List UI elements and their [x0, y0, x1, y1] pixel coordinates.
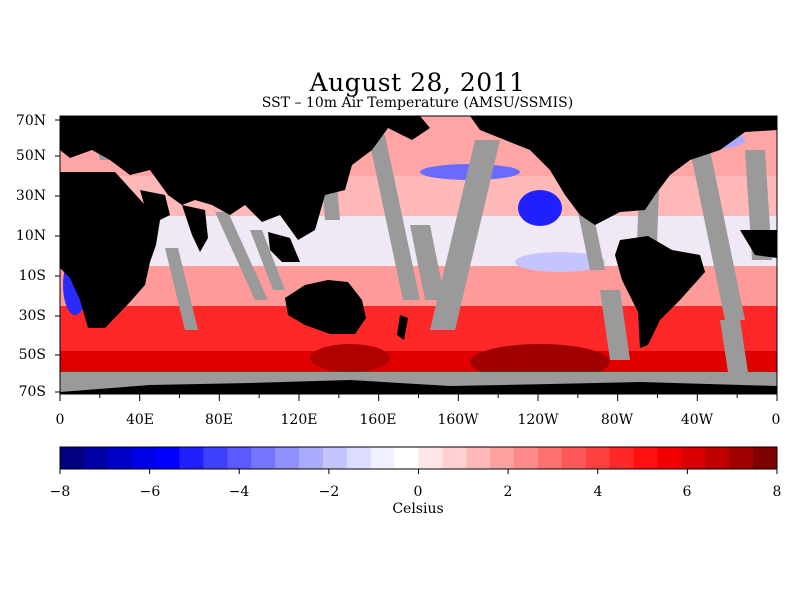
- colorbar-cell: [490, 447, 515, 469]
- lat-label-50s: 50S: [18, 347, 46, 363]
- cool-patch-pacific-ne: [518, 190, 562, 226]
- lon-label-120e: 120E: [280, 412, 318, 428]
- lat-label-30n: 30N: [15, 188, 46, 204]
- colorbar-cell: [585, 447, 611, 469]
- map-subtitle: SST – 10m Air Temperature (AMSU/SSMIS): [261, 95, 574, 111]
- colorbar-label-8: 8: [772, 484, 782, 500]
- land-west-africa-bulge: [740, 230, 777, 258]
- lon-label-40w: 40W: [680, 412, 714, 428]
- lon-label-0-right: 0: [771, 412, 781, 428]
- colorbar-label-4: 4: [593, 484, 603, 500]
- colorbar-cell: [681, 447, 706, 469]
- lon-label-160e: 160E: [359, 412, 397, 428]
- lat-label-70s: 70S: [18, 384, 46, 400]
- lat-label-10s: 10S: [18, 268, 46, 284]
- cool-patch-tropical-pacific: [515, 252, 605, 272]
- colorbar-label-neg6: −6: [139, 484, 161, 500]
- colorbar-cell: [394, 447, 419, 469]
- colorbar-label-neg2: −2: [318, 484, 340, 500]
- land-antarctica: [60, 380, 777, 394]
- no-data-swaths: [60, 120, 777, 394]
- lat-label-70n: 70N: [15, 113, 46, 129]
- colorbar-cell: [179, 447, 204, 469]
- lat-label-30s: 30S: [18, 308, 46, 324]
- colorbar-cell: [107, 447, 133, 469]
- land-india: [182, 205, 208, 252]
- colorbar-cell: [322, 447, 348, 469]
- warm-core-tasman: [310, 344, 390, 372]
- colorbar-label-2: 2: [503, 484, 513, 500]
- colorbar-cell: [729, 447, 754, 469]
- lon-label-40e: 40E: [125, 412, 155, 428]
- lon-label-0-left: 0: [55, 412, 65, 428]
- colorbar-cell: [299, 447, 324, 469]
- colorbar-label-neg4: −4: [228, 484, 250, 500]
- colorbar-cell: [633, 447, 658, 469]
- lat-label-10n: 10N: [15, 228, 46, 244]
- lon-label-160w: 160W: [437, 412, 479, 428]
- colorbar-cell: [753, 447, 778, 469]
- colorbar-cell: [538, 447, 563, 469]
- ocean-band-southern: [60, 351, 777, 373]
- colorbar-label-6: 6: [682, 484, 692, 500]
- colorbar: [60, 447, 778, 469]
- warm-core-south-pacific: [470, 344, 610, 380]
- map-ticks: [55, 119, 778, 401]
- land-africa: [60, 172, 160, 328]
- colorbar-cell: [155, 447, 180, 469]
- land-south-america: [615, 236, 705, 348]
- colorbar-cell: [60, 447, 85, 469]
- colorbar-cell: [705, 447, 730, 469]
- land-europe-asia: [60, 116, 430, 240]
- land-masses: [60, 116, 777, 394]
- land-greenland: [650, 116, 720, 140]
- land-sea-islands: [268, 232, 300, 262]
- colorbar-cell: [346, 447, 372, 469]
- colorbar-cell: [514, 447, 539, 469]
- colorbar-cell: [203, 447, 228, 469]
- colorbar-cell: [131, 447, 157, 469]
- land-north-america: [470, 116, 777, 225]
- colorbar-cell: [561, 447, 587, 469]
- colorbar-label-neg8: −8: [49, 484, 71, 500]
- land-arabia: [140, 190, 170, 225]
- colorbar-cell: [609, 447, 635, 469]
- lat-label-50n: 50N: [15, 148, 46, 164]
- lon-label-120w: 120W: [517, 412, 559, 428]
- colorbar-cell: [83, 447, 109, 469]
- colorbar-cell: [466, 447, 491, 469]
- colorbar-cell: [418, 447, 443, 469]
- ocean-band-south: [60, 306, 777, 351]
- colorbar-cell: [442, 447, 467, 469]
- colorbar-cell: [275, 447, 300, 469]
- colorbar-label-0: 0: [413, 484, 423, 500]
- colorbar-cell: [251, 447, 276, 469]
- land-new-zealand: [397, 315, 408, 340]
- map-title: August 28, 2011: [309, 68, 526, 97]
- lon-label-80e: 80E: [204, 412, 234, 428]
- colorbar-cell: [227, 447, 252, 469]
- colorbar-ticks: [59, 469, 778, 474]
- land-australia: [285, 280, 366, 334]
- colorbar-cell: [657, 447, 682, 469]
- colorbar-cell: [370, 447, 396, 469]
- lon-label-80w: 80W: [600, 412, 634, 428]
- colorbar-unit-label: Celsius: [392, 501, 444, 517]
